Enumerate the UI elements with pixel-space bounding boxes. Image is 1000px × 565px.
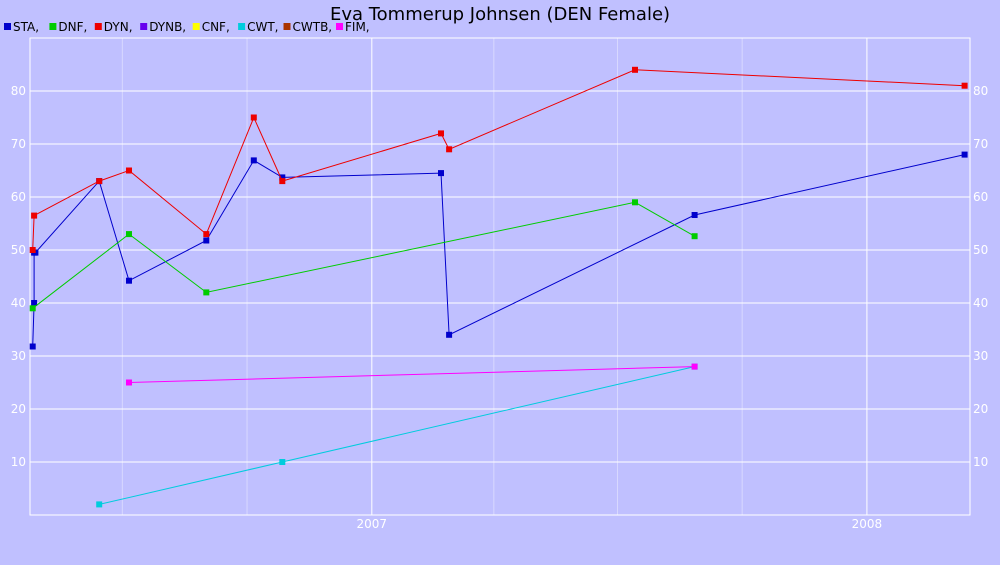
plot-frame [29,37,971,516]
legend-swatch [238,23,246,30]
x-tick-label: 2008 [852,517,883,531]
y-tick-label-right: 70 [973,137,988,151]
series-fim [126,363,698,386]
data-point [438,170,444,177]
series-cwt [96,363,698,508]
legend-swatch [4,23,11,30]
y-ticks-right: 10 20 30 40 50 60 70 80 [973,84,988,469]
legend: STA, DNF, DYN, DYNB, CNF, CWT, CWTB, FIM, [4,20,370,34]
y-tick-label-right: 20 [973,402,988,416]
data-point [29,343,36,350]
legend-label: CWT, [247,20,278,34]
data-point [691,363,698,370]
data-point [250,114,257,121]
data-point [279,174,286,181]
y-ticks-left: 10 20 30 40 50 60 70 80 [11,84,26,469]
data-point [96,501,103,508]
legend-swatch [192,23,200,30]
x-tick-label: 2007 [357,517,388,531]
y-tick-label-left: 80 [11,84,26,98]
data-point [691,212,698,218]
series-line [99,366,695,505]
data-point [31,300,38,306]
y-tick-label-right: 30 [973,349,988,363]
data-point [203,289,210,296]
y-tick-label-right: 50 [973,243,988,257]
y-tick-label-left: 10 [11,455,26,469]
legend-swatch [94,23,102,30]
y-tick-label-left: 20 [11,402,26,416]
series-dyn [29,66,968,253]
data-point [126,277,132,284]
data-point [446,331,453,338]
data-point [691,233,698,240]
y-tick-label-right: 40 [973,296,988,310]
series-dnf [29,199,698,312]
y-tick-label-left: 50 [11,243,26,257]
series-line [32,69,965,251]
data-point [632,199,638,206]
data-point [446,146,453,153]
series-line [128,366,695,383]
grid [30,38,970,515]
legend-label: DYN, [104,20,133,34]
data-point [961,82,968,89]
data-point [126,231,132,238]
legend-swatch [140,23,148,30]
series-group [29,66,968,508]
legend-label: STA, [13,20,39,34]
y-tick-label-right: 80 [973,84,988,98]
data-point [438,130,444,137]
data-point [279,459,286,465]
y-tick-label-left: 60 [11,190,26,204]
y-tick-label-left: 30 [11,349,26,363]
y-tick-label-right: 60 [973,190,988,204]
series-sta [29,151,968,350]
chart-title: Eva Tommerup Johnsen (DEN Female) [330,4,670,25]
x-ticks: 2007 2008 [357,517,883,531]
legend-label: DNF, [58,20,87,34]
data-point [203,237,210,244]
legend-label: FIM, [345,20,370,34]
data-point [279,178,286,185]
legend-label: CNF, [202,20,230,34]
data-point [250,157,257,164]
legend-label: DYNB, [149,20,186,34]
legend-label: CWTB, [293,20,333,34]
data-point [632,66,638,73]
data-point [29,247,36,253]
data-point [203,231,210,238]
data-point [96,178,103,185]
data-point [31,212,38,219]
data-point [126,379,132,386]
series-line [32,154,965,347]
y-tick-label-left: 40 [11,296,26,310]
data-point [961,151,968,158]
series-line [32,201,695,309]
y-tick-label-right: 10 [973,455,988,469]
legend-swatch [283,23,291,30]
data-point [126,167,132,174]
legend-swatch [336,23,343,30]
y-tick-label-left: 70 [11,137,26,151]
data-point [29,305,36,312]
legend-swatch [49,23,57,30]
